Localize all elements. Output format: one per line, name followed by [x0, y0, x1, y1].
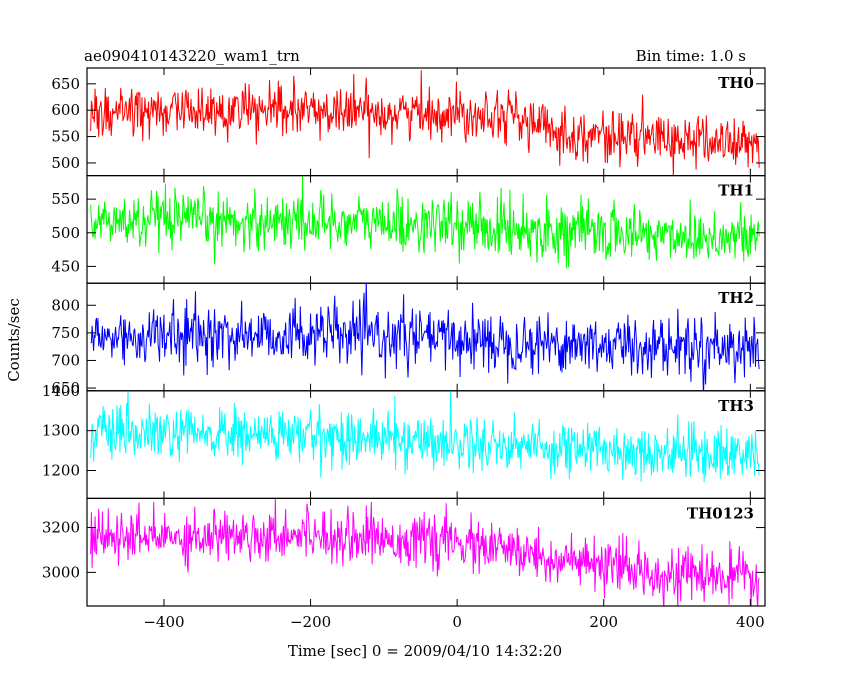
x-tick-label: 0 — [452, 613, 462, 631]
panel-frame-th1 — [86, 175, 766, 284]
panel-label-th0123: TH0123 — [687, 504, 754, 522]
y-tick-label-th0: 550 — [51, 128, 80, 146]
panel-label-th1: TH1 — [718, 182, 754, 200]
x-axis-label: Time [sec] 0 = 2009/04/10 14:32:20 — [288, 642, 562, 660]
y-tick-label-th0: 600 — [51, 101, 80, 119]
y-tick-label-th1: 450 — [51, 257, 80, 275]
series-line-th0123 — [90, 498, 760, 606]
y-tick-label-th2: 800 — [51, 296, 80, 314]
y-axis-label: Counts/sec — [5, 298, 23, 382]
series-line-th1 — [90, 176, 760, 269]
y-tick-label-th1: 500 — [51, 224, 80, 242]
panel-frame-th0123 — [86, 497, 766, 607]
x-tick-label: 200 — [589, 613, 618, 631]
panel-frame-th0 — [86, 67, 766, 177]
figure-title: ae090410143220_wam1_trn — [84, 47, 300, 65]
y-tick-label-th3: 1400 — [42, 382, 80, 400]
panel-label-th0: TH0 — [718, 74, 754, 92]
panels-group: 500 550 600 650 TH0 450 500 550 TH1 650 700 750 800 T… — [42, 67, 766, 631]
x-tick-label: −400 — [143, 613, 184, 631]
y-tick-label-th2: 750 — [51, 324, 80, 342]
x-tick-label: −200 — [290, 613, 331, 631]
y-tick-label-th3: 1200 — [42, 462, 80, 480]
x-tick-label: 400 — [736, 613, 765, 631]
bin-time-label: Bin time: 1.0 s — [636, 47, 746, 65]
panel-label-th3: TH3 — [718, 397, 754, 415]
y-tick-label-th0123: 3000 — [42, 563, 80, 581]
y-tick-label-th0: 500 — [51, 154, 80, 172]
series-line-th0 — [90, 70, 760, 176]
y-tick-label-th2: 650 — [51, 379, 80, 397]
panel-label-th2: TH2 — [718, 289, 754, 307]
y-tick-label-th2: 700 — [51, 351, 80, 369]
y-tick-label-th1: 550 — [51, 190, 80, 208]
y-tick-label-th3: 1300 — [42, 422, 80, 440]
y-tick-label-th0123: 3200 — [42, 519, 80, 537]
series-line-th3 — [90, 390, 760, 483]
series-line-th2 — [90, 283, 760, 391]
y-tick-label-th0: 650 — [51, 75, 80, 93]
